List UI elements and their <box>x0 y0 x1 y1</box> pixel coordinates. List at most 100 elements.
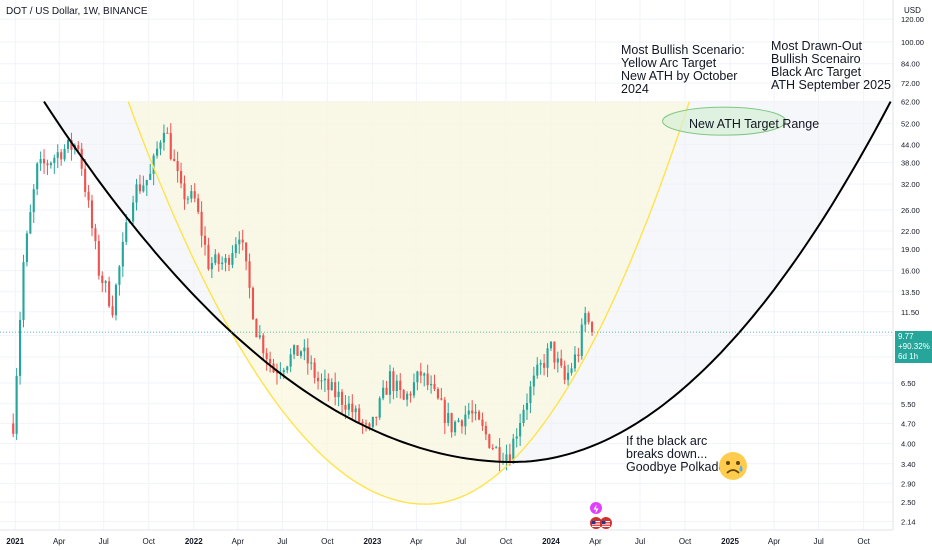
candle-up <box>231 253 234 265</box>
y-tick-label: 5.50 <box>901 400 916 409</box>
candle-down <box>553 341 556 363</box>
candle-down <box>90 200 94 229</box>
candle-down <box>543 363 546 368</box>
candle-down <box>111 306 114 316</box>
candle-up <box>570 368 573 373</box>
candle-up <box>39 159 42 164</box>
candle-up <box>125 222 128 242</box>
candle-down <box>351 403 354 413</box>
candle-up <box>190 191 193 199</box>
candle-down <box>207 244 210 270</box>
candle-up <box>320 380 323 382</box>
x-tick-label: Apr <box>589 537 602 546</box>
y-tick-label: 72.00 <box>901 79 920 88</box>
y-tick-label: 4.70 <box>901 419 916 428</box>
candle-down <box>179 171 183 184</box>
candle-up <box>286 366 289 371</box>
candle-down <box>60 152 63 160</box>
candle-up <box>382 387 385 399</box>
x-tick-label: Jul <box>635 537 645 546</box>
x-tick-label: Oct <box>500 537 513 546</box>
x-tick-label: 2025 <box>721 537 739 546</box>
candle-down <box>245 242 248 262</box>
target-range-ellipse <box>662 106 787 136</box>
candle-down <box>173 159 176 162</box>
candle-down <box>183 183 186 200</box>
candle-up <box>573 354 577 369</box>
candle-up <box>354 408 357 413</box>
black-arc <box>43 101 892 463</box>
candle-up <box>546 348 549 368</box>
candle-down <box>87 191 90 201</box>
candle-down <box>419 371 422 376</box>
candle-up <box>522 409 525 423</box>
black-scenario-note: Most Drawn-Out Bullish Scenairo Black Ar… <box>771 39 891 92</box>
candle-up <box>49 162 52 166</box>
y-tick-label: 26.00 <box>901 206 920 215</box>
candle-up <box>464 414 467 427</box>
candle-down <box>498 447 501 462</box>
candle-up <box>224 257 227 263</box>
candle-down <box>368 423 371 428</box>
candle-up <box>258 335 261 338</box>
candle-up <box>512 438 515 464</box>
candle-up <box>210 263 213 270</box>
candle-down <box>560 358 563 366</box>
candle-down <box>255 319 258 338</box>
us-flag-event-icon[interactable] <box>590 517 602 529</box>
candle-down <box>176 161 179 172</box>
y-tick-label: 2.14 <box>901 518 916 527</box>
candle-down <box>399 380 402 391</box>
y-tick-label: 52.00 <box>901 120 920 129</box>
candle-up <box>135 184 138 203</box>
candle-up <box>303 347 306 352</box>
y-axis: 120.00 100.00 84.00 72.00 62.00 52.00 44.00 38.… <box>892 0 932 550</box>
candle-down <box>392 371 395 392</box>
candle-up <box>282 370 285 373</box>
candle-down <box>340 391 344 405</box>
candle-down <box>471 410 474 414</box>
candle-up <box>539 363 542 365</box>
y-tick-label: 19.00 <box>901 245 920 254</box>
candle-up <box>56 152 59 158</box>
candle-down <box>508 454 511 464</box>
candle-down <box>364 423 368 425</box>
candle-up <box>532 375 535 387</box>
currency-label: USD <box>904 6 921 15</box>
breakdown-note: If the black arc breaks down... Goodbye … <box>626 434 729 474</box>
candle-down <box>477 411 481 420</box>
candle-up <box>104 281 107 283</box>
x-tick-label: Jul <box>277 537 287 546</box>
candle-up <box>132 202 135 222</box>
candle-up <box>118 266 121 285</box>
candle-up <box>156 148 159 156</box>
candle-up <box>347 403 350 410</box>
y-tick-label: 100.00 <box>901 38 924 47</box>
candle-up <box>515 436 518 439</box>
candle-up <box>330 382 333 390</box>
x-tick-label: Apr <box>232 537 245 546</box>
candle-up <box>567 372 570 380</box>
candle-down <box>577 354 580 356</box>
candle-up <box>19 319 22 376</box>
candle-down <box>197 198 200 212</box>
x-tick-label: Apr <box>53 537 66 546</box>
candle-up <box>293 345 296 355</box>
candle-up <box>114 284 118 316</box>
candle-up <box>519 422 522 437</box>
us-flag-event-icon-2[interactable] <box>600 517 612 529</box>
candle-up <box>63 148 66 160</box>
candle-up <box>371 416 374 428</box>
candle-up <box>495 447 498 449</box>
candle-up <box>22 262 25 320</box>
candle-up <box>457 420 460 422</box>
candle-down <box>275 372 279 374</box>
x-tick-label: Jul <box>99 537 109 546</box>
candle-down <box>108 281 111 307</box>
y-tick-label: 6.50 <box>901 379 916 388</box>
y-tick-label: 62.00 <box>901 98 920 107</box>
x-tick-label: Oct <box>321 537 334 546</box>
lightning-event-icon[interactable] <box>590 502 602 514</box>
candle-up <box>15 375 18 434</box>
